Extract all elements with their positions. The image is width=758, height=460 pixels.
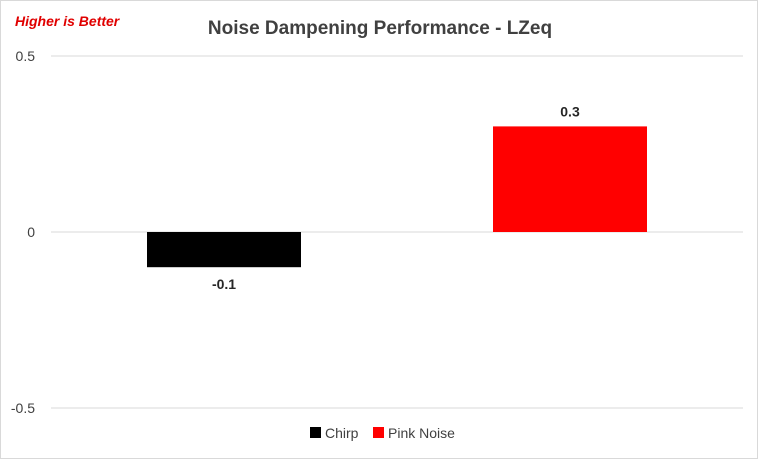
y-tick-label: 0.5 [16,48,36,64]
y-tick-label: -0.5 [11,400,35,416]
legend-label: Pink Noise [388,425,455,441]
y-tick-label: 0 [27,224,35,240]
legend-swatch [373,427,384,438]
data-label: -0.1 [212,276,236,292]
higher-is-better-annotation: Higher is Better [15,13,121,29]
bar-chirp [147,232,301,268]
y-axis-ticks: 0.5 0 -0.5 [11,48,35,416]
legend-label: Chirp [325,425,359,441]
data-label: 0.3 [560,103,580,119]
bar-pink-noise [493,126,647,232]
legend-swatch [310,427,321,438]
chart-title: Noise Dampening Performance - LZeq [208,18,552,39]
bars [147,126,647,268]
data-labels: -0.1 0.3 [212,103,580,292]
legend: Chirp Pink Noise [310,425,455,441]
